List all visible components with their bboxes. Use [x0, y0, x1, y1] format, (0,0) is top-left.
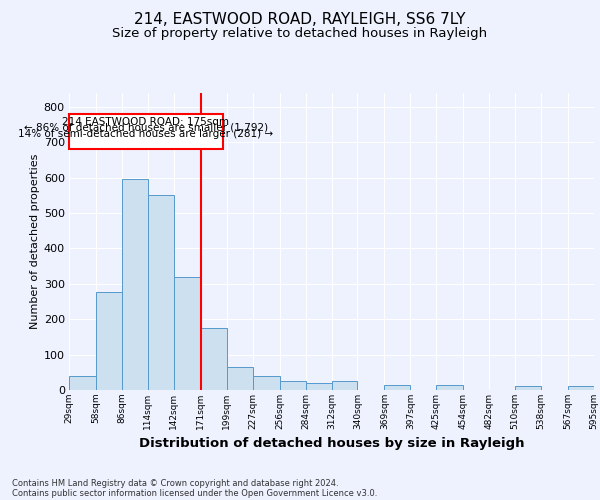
Bar	[201, 328, 227, 390]
Bar	[305, 383, 332, 390]
FancyBboxPatch shape	[69, 114, 223, 149]
Bar	[253, 376, 280, 390]
Bar	[148, 195, 174, 390]
Text: ← 86% of detached houses are smaller (1,792): ← 86% of detached houses are smaller (1,…	[24, 123, 268, 133]
Bar	[96, 292, 122, 390]
Bar	[515, 386, 541, 390]
Text: 214, EASTWOOD ROAD, RAYLEIGH, SS6 7LY: 214, EASTWOOD ROAD, RAYLEIGH, SS6 7LY	[134, 12, 466, 28]
Bar	[280, 381, 305, 390]
Bar	[568, 386, 594, 390]
Y-axis label: Number of detached properties: Number of detached properties	[29, 154, 40, 329]
Bar	[332, 381, 358, 390]
Text: Contains HM Land Registry data © Crown copyright and database right 2024.: Contains HM Land Registry data © Crown c…	[12, 478, 338, 488]
Text: Size of property relative to detached houses in Rayleigh: Size of property relative to detached ho…	[112, 28, 488, 40]
Bar	[385, 384, 410, 390]
Bar	[174, 276, 201, 390]
Bar	[122, 180, 148, 390]
Bar	[227, 367, 253, 390]
Text: Contains public sector information licensed under the Open Government Licence v3: Contains public sector information licen…	[12, 488, 377, 498]
X-axis label: Distribution of detached houses by size in Rayleigh: Distribution of detached houses by size …	[139, 438, 524, 450]
Bar	[69, 376, 96, 390]
Text: 214 EASTWOOD ROAD: 175sqm: 214 EASTWOOD ROAD: 175sqm	[62, 116, 229, 126]
Bar	[436, 384, 463, 390]
Text: 14% of semi-detached houses are larger (281) →: 14% of semi-detached houses are larger (…	[19, 130, 274, 140]
